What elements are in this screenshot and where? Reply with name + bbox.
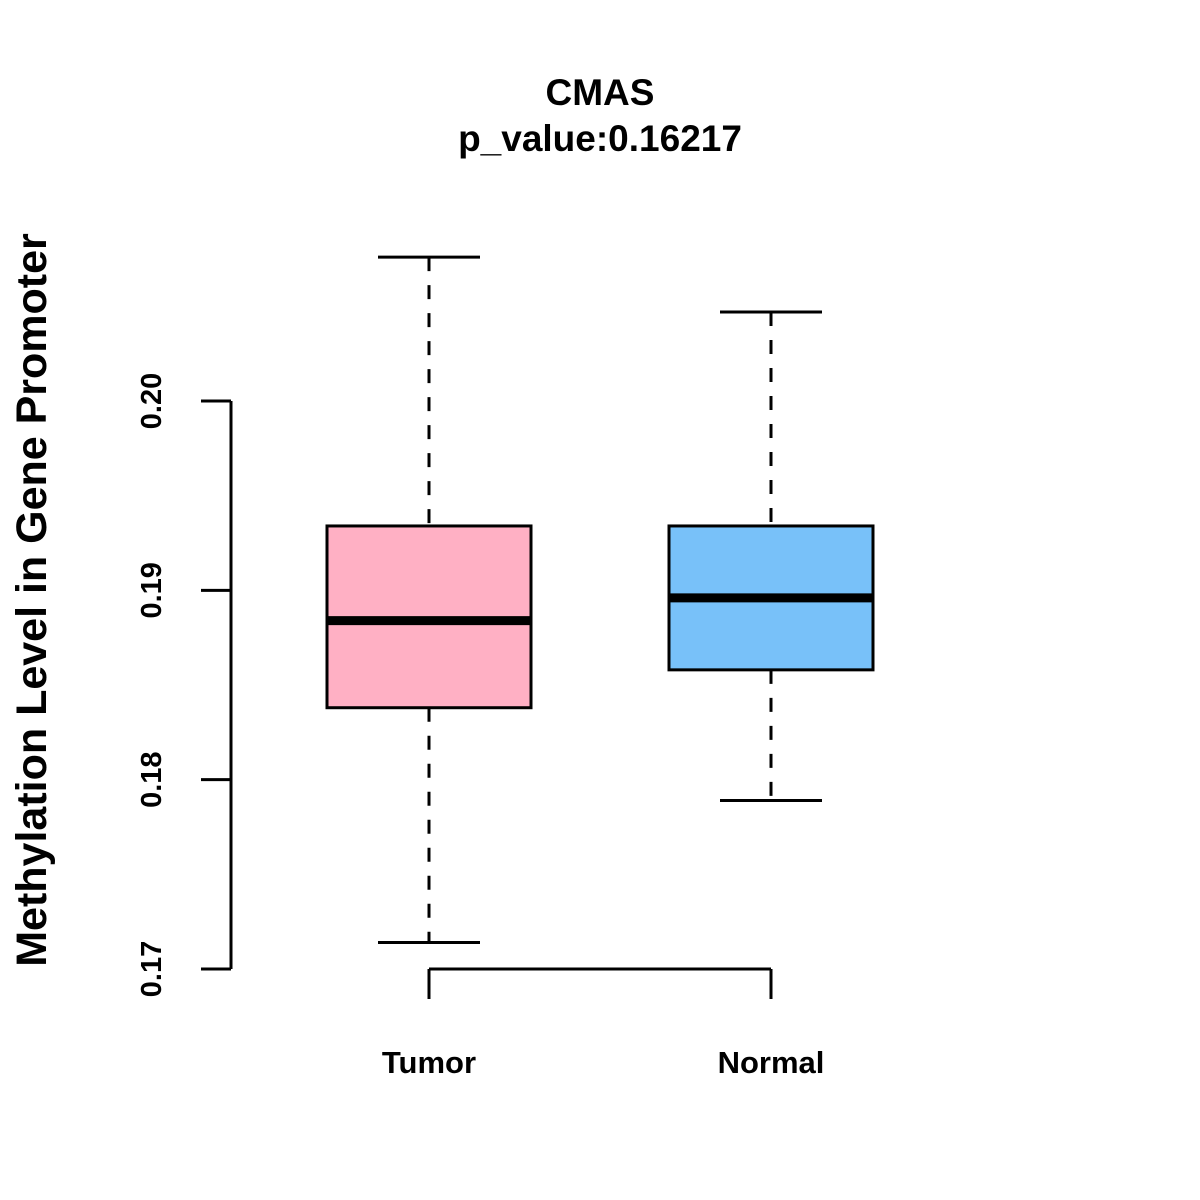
box-series — [325, 255, 875, 944]
y-tick-label: 0.17 — [136, 941, 168, 997]
y-axis: 0.17 0.18 0.19 0.20 — [136, 373, 233, 997]
box-tumor — [325, 255, 533, 944]
x-axis: Tumor Normal — [382, 967, 825, 1080]
x-tick-label: Tumor — [382, 1045, 476, 1080]
chart-subtitle: p_value:0.16217 — [458, 118, 742, 159]
y-tick-label: 0.18 — [136, 751, 168, 807]
y-axis-label: Methylation Level in Gene Promoter — [8, 233, 56, 967]
x-tick-label: Normal — [718, 1045, 825, 1080]
chart-title: CMAS — [546, 72, 655, 113]
y-tick-label: 0.19 — [136, 562, 168, 618]
box-normal — [667, 310, 875, 802]
y-tick-label: 0.20 — [136, 373, 168, 429]
